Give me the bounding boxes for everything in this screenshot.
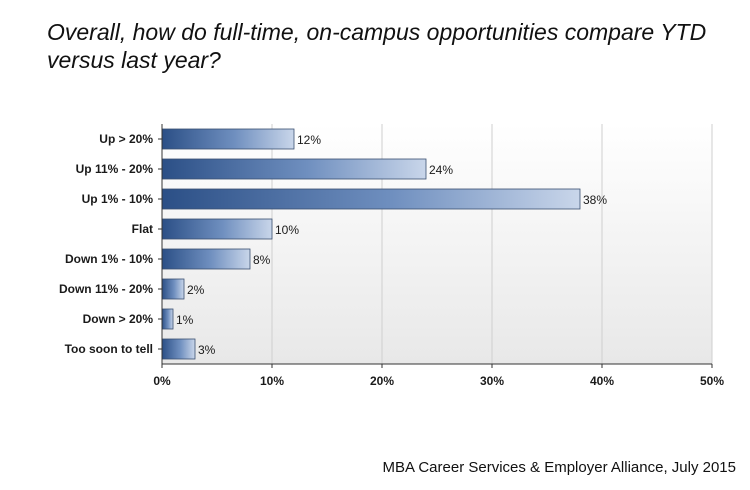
data-label: 24% [429,163,453,177]
category-label: Up 1% - 10% [82,192,154,206]
data-label: 10% [275,223,299,237]
x-tick-label: 10% [260,374,284,388]
data-label: 3% [198,343,216,357]
bar [161,128,295,150]
data-label: 12% [297,133,321,147]
x-tick-label: 0% [153,374,171,388]
category-label: Up > 20% [99,132,153,146]
data-label: 38% [583,193,607,207]
bar [161,338,196,360]
x-tick-label: 40% [590,374,614,388]
data-label: 2% [187,283,205,297]
category-label: Down 1% - 10% [65,252,153,266]
data-label: 8% [253,253,271,267]
bar [161,278,185,300]
x-tick-label: 30% [480,374,504,388]
category-label: Down > 20% [83,312,154,326]
chart-title: Overall, how do full-time, on-campus opp… [47,19,707,73]
category-label: Up 11% - 20% [76,162,154,176]
source-footer: MBA Career Services & Employer Alliance,… [382,459,737,476]
bar [161,308,174,330]
bar [161,188,581,210]
bar [161,158,427,180]
category-label: Flat [132,222,153,236]
category-label: Down 11% - 20% [59,282,153,296]
bar [161,248,251,270]
data-label: 1% [176,313,194,327]
category-label: Too soon to tell [65,342,153,356]
x-tick-label: 20% [370,374,394,388]
bar [161,218,273,240]
x-tick-label: 50% [700,374,724,388]
